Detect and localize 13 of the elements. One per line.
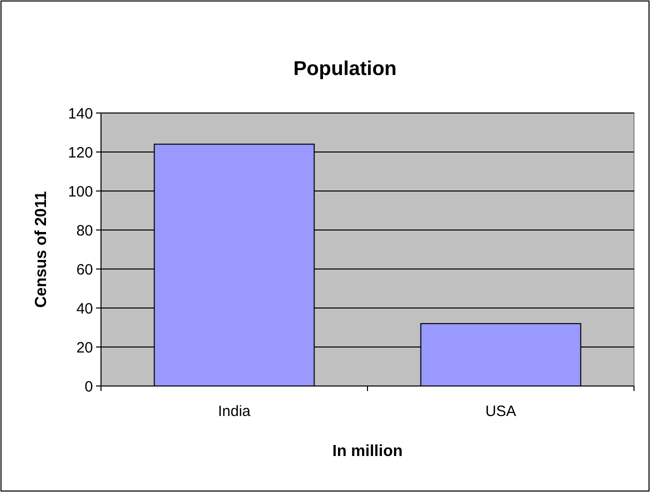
y-axis-title: Census of 2011: [33, 191, 50, 308]
x-axis-title: In million: [332, 443, 403, 460]
y-tick-label: 100: [68, 183, 93, 200]
y-tick-label: 60: [76, 261, 93, 278]
y-tick-label: 120: [68, 144, 93, 162]
y-tick-label: 140: [68, 105, 93, 122]
x-tick-label: India: [218, 403, 252, 420]
y-tick-label: 0: [84, 378, 93, 396]
x-tick-label: USA: [485, 403, 516, 420]
y-tick-label: 40: [76, 300, 93, 318]
chart-title: Population: [293, 58, 397, 80]
y-tick-label: 80: [76, 222, 93, 240]
y-tick-label: 20: [76, 339, 93, 356]
